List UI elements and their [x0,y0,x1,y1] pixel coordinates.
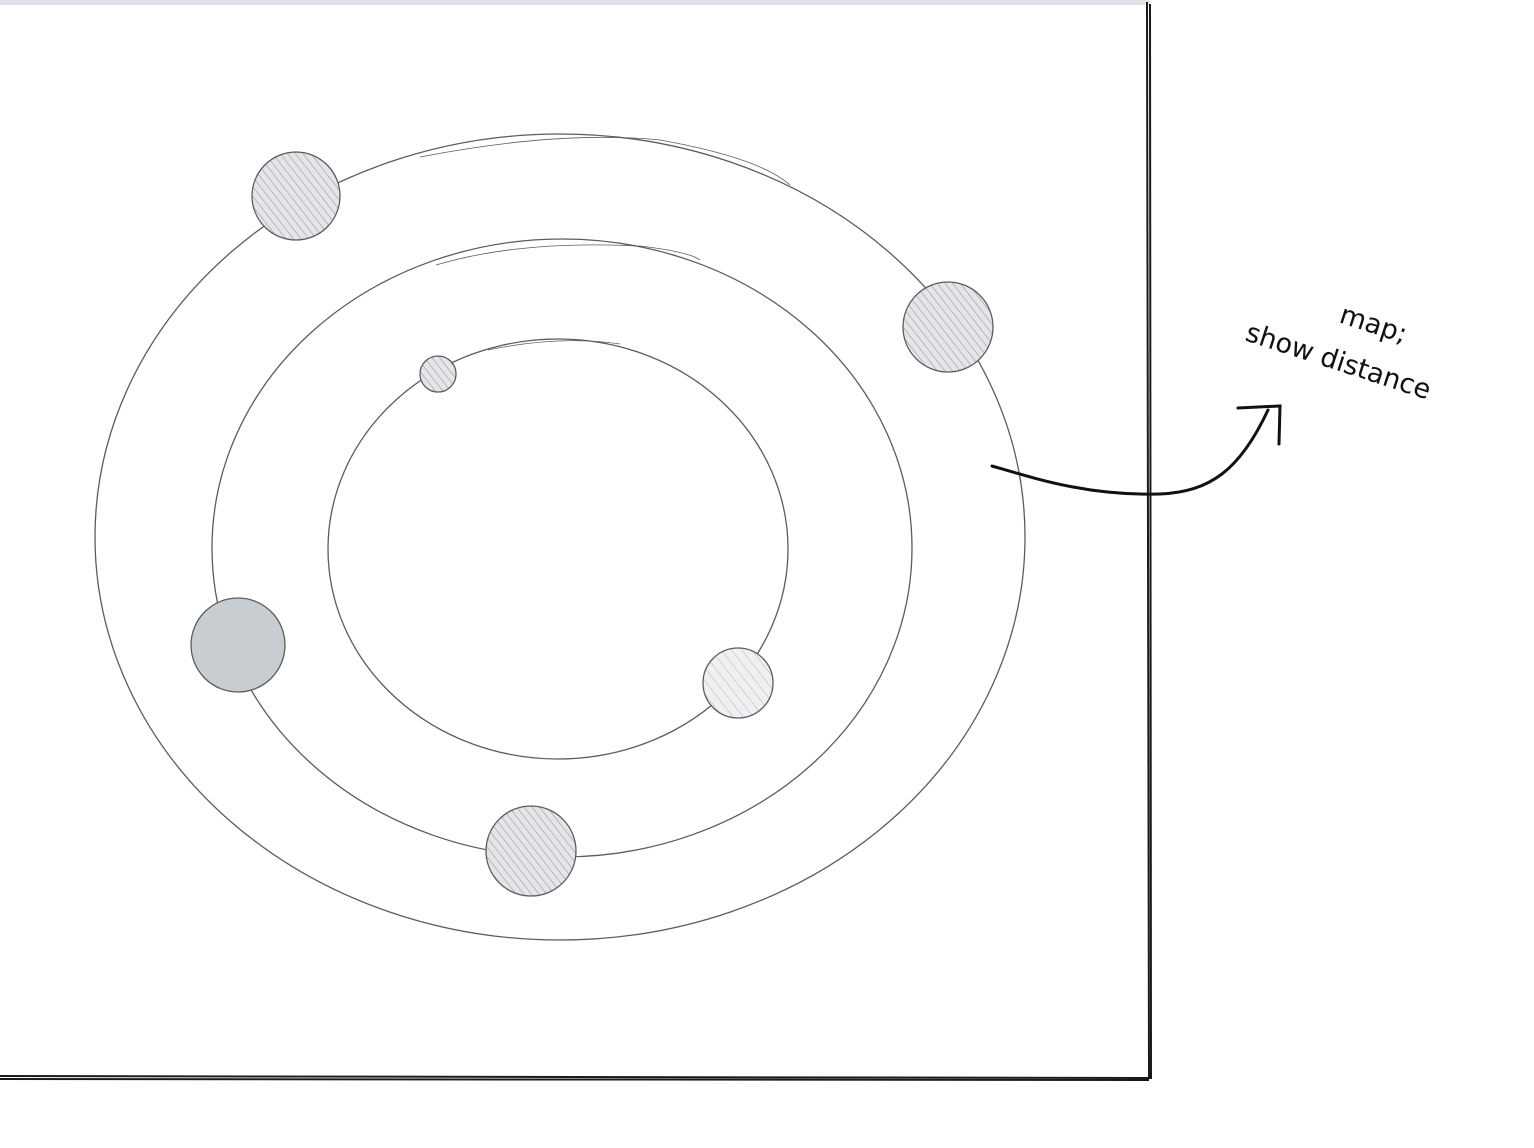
annotation-line-1: map; [1336,299,1411,350]
planet-top-left[interactable] [251,151,341,241]
orbit-outer [94,133,1026,941]
annotation-arrow [990,404,1282,496]
planet-bottom[interactable] [485,805,577,897]
planet-right[interactable] [902,281,994,373]
map-frame [0,1,1152,1081]
planet-small[interactable] [419,355,457,393]
orbits [94,133,1026,941]
planets [190,151,994,897]
planet-left[interactable] [190,597,286,693]
top-bar [0,0,1150,5]
orbit-inner-sketch [487,340,621,351]
orbit-outer-sketch [419,136,791,186]
orbit-middle-sketch [435,244,701,266]
planet-inner-right[interactable] [702,647,774,719]
orbit-middle [211,238,913,858]
orbit-inner [327,338,789,760]
